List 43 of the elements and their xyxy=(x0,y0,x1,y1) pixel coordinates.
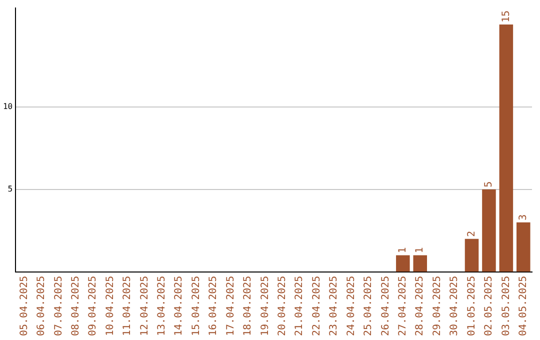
x-tick-label: 01.05.2025 xyxy=(466,276,478,336)
x-tick-label: 03.05.2025 xyxy=(500,276,512,336)
x-tick-label: 21.04.2025 xyxy=(294,276,306,336)
bar xyxy=(516,222,530,272)
x-tick-label: 02.05.2025 xyxy=(484,276,495,336)
x-tick-label: 23.04.2025 xyxy=(328,276,340,336)
x-tick-label: 29.04.2025 xyxy=(432,276,443,336)
data-label: 1 xyxy=(398,247,408,254)
bar xyxy=(499,24,514,272)
x-tick-label: 10.04.2025 xyxy=(104,276,116,336)
x-tick-label: 20.04.2025 xyxy=(277,276,288,336)
x-tick-label: 28.04.2025 xyxy=(414,276,426,336)
x-tick-label: 27.04.2025 xyxy=(398,276,408,336)
data-label: 2 xyxy=(466,230,478,237)
x-tick-label: 25.04.2025 xyxy=(363,276,374,336)
x-tick-label: 09.04.2025 xyxy=(88,276,99,336)
x-tick-label: 07.04.2025 xyxy=(53,276,64,336)
x-tick-label: 11.04.2025 xyxy=(122,276,134,336)
bar xyxy=(396,255,410,272)
x-tick-label: 22.04.2025 xyxy=(311,276,322,336)
x-tick-label: 06.04.2025 xyxy=(36,276,48,336)
data-label: 5 xyxy=(484,181,495,188)
x-tick-label: 15.04.2025 xyxy=(190,276,202,336)
bar xyxy=(413,255,428,272)
data-label: 3 xyxy=(518,214,529,220)
x-tick-label: 18.04.2025 xyxy=(242,276,254,336)
x-tick-label: 30.04.2025 xyxy=(449,276,460,336)
x-tick-label: 08.04.2025 xyxy=(70,276,82,336)
x-tick-label: 12.04.2025 xyxy=(139,276,150,336)
y-tick-label: 10 xyxy=(2,102,13,111)
data-label: 15 xyxy=(500,10,512,22)
x-tick-label: 16.04.2025 xyxy=(208,276,220,336)
bar xyxy=(482,189,496,272)
x-tick-label: 04.05.2025 xyxy=(518,276,529,336)
data-label: 1 xyxy=(414,247,426,254)
bar xyxy=(464,238,479,272)
x-tick-label: 19.04.2025 xyxy=(260,276,271,336)
x-tick-label: 26.04.2025 xyxy=(380,276,392,336)
x-tick-label: 05.04.2025 xyxy=(18,276,30,336)
x-tick-label: 14.04.2025 xyxy=(174,276,185,336)
x-tick-label: 24.04.2025 xyxy=(346,276,357,336)
x-tick-label: 13.04.2025 xyxy=(156,276,168,336)
x-tick-label: 17.04.2025 xyxy=(225,276,236,336)
